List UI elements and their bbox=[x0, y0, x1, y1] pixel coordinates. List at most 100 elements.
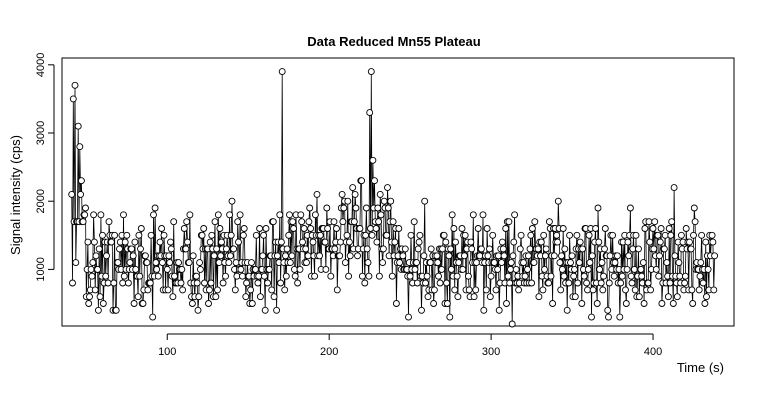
data-point bbox=[549, 300, 557, 307]
data-point bbox=[430, 300, 438, 307]
data-point bbox=[144, 286, 152, 294]
data-point bbox=[214, 286, 221, 294]
data-point bbox=[333, 225, 340, 232]
data-point bbox=[689, 300, 697, 307]
data-point bbox=[230, 245, 238, 253]
data-point bbox=[354, 252, 361, 260]
data-point bbox=[624, 238, 632, 246]
data-point bbox=[508, 320, 516, 328]
data-point bbox=[586, 259, 594, 267]
data-point bbox=[635, 245, 642, 253]
data-point bbox=[147, 231, 155, 239]
data-point bbox=[269, 218, 277, 226]
data-point bbox=[207, 279, 215, 287]
data-point bbox=[276, 211, 284, 219]
data-point bbox=[502, 225, 510, 232]
data-point bbox=[152, 259, 160, 267]
data-point bbox=[652, 265, 660, 273]
data-point bbox=[183, 218, 191, 226]
data-point bbox=[535, 293, 543, 301]
data-point bbox=[136, 272, 144, 280]
data-point bbox=[201, 279, 208, 287]
data-point bbox=[709, 238, 717, 246]
data-point bbox=[407, 231, 415, 239]
data-point bbox=[282, 272, 290, 280]
data-point bbox=[448, 211, 456, 219]
data-point bbox=[300, 225, 308, 232]
data-point bbox=[583, 279, 591, 287]
data-point bbox=[198, 231, 206, 239]
data-point bbox=[626, 204, 634, 212]
data-point bbox=[534, 245, 542, 253]
data-point bbox=[389, 218, 397, 226]
data-point bbox=[506, 279, 514, 287]
data-point bbox=[167, 245, 175, 253]
x-axis-label: Time (s) bbox=[677, 360, 724, 375]
data-point bbox=[384, 184, 391, 192]
data-point bbox=[363, 245, 371, 253]
data-point bbox=[687, 245, 695, 253]
data-point bbox=[163, 265, 171, 273]
x-tick-label: 300 bbox=[482, 346, 500, 358]
data-point bbox=[509, 252, 517, 260]
y-tick-label: 1000 bbox=[35, 257, 47, 281]
data-point bbox=[531, 218, 539, 226]
data-point bbox=[379, 245, 387, 253]
data-point bbox=[490, 259, 498, 267]
data-point bbox=[631, 286, 639, 294]
data-point bbox=[237, 265, 245, 273]
data-point bbox=[667, 231, 675, 239]
data-point bbox=[282, 252, 289, 260]
data-point bbox=[296, 265, 304, 273]
data-point bbox=[594, 204, 602, 212]
data-point bbox=[461, 231, 469, 239]
data-point bbox=[170, 218, 178, 226]
data-point bbox=[498, 259, 506, 267]
data-point bbox=[660, 245, 668, 253]
data-point bbox=[316, 231, 324, 239]
data-point bbox=[69, 279, 76, 287]
data-point bbox=[545, 279, 553, 287]
data-point bbox=[76, 143, 84, 151]
data-point bbox=[358, 177, 366, 185]
data-point bbox=[521, 272, 529, 280]
data-point bbox=[690, 231, 697, 239]
data-point bbox=[539, 286, 547, 294]
data-point bbox=[345, 272, 353, 280]
data-point bbox=[222, 272, 229, 280]
data-point bbox=[311, 211, 319, 219]
data-point bbox=[388, 272, 396, 280]
data-point bbox=[415, 238, 423, 246]
data-point bbox=[135, 231, 143, 239]
data-point bbox=[550, 252, 558, 260]
data-point bbox=[137, 225, 145, 232]
data-point bbox=[423, 272, 431, 280]
data-point bbox=[262, 225, 270, 232]
data-point bbox=[193, 279, 201, 287]
data-point bbox=[208, 231, 216, 239]
data-point bbox=[205, 286, 213, 294]
data-point bbox=[483, 225, 491, 232]
data-point bbox=[486, 293, 494, 301]
data-point bbox=[657, 225, 665, 232]
data-point bbox=[690, 204, 698, 212]
data-point bbox=[574, 279, 582, 287]
data-point bbox=[219, 279, 227, 287]
data-point bbox=[524, 265, 531, 273]
data-point bbox=[299, 238, 306, 246]
data-point bbox=[605, 313, 612, 321]
data-point bbox=[455, 259, 463, 267]
data-point bbox=[595, 238, 603, 246]
data-point bbox=[368, 231, 376, 239]
x-tick-label: 400 bbox=[644, 346, 662, 358]
data-point bbox=[435, 272, 442, 280]
data-point bbox=[350, 218, 358, 226]
data-point bbox=[540, 231, 548, 239]
data-point bbox=[593, 300, 601, 307]
data-point bbox=[372, 225, 380, 232]
data-point bbox=[273, 306, 281, 314]
data-point bbox=[182, 245, 190, 253]
data-point bbox=[512, 265, 520, 273]
data-point bbox=[622, 300, 630, 307]
data-point bbox=[588, 313, 595, 321]
